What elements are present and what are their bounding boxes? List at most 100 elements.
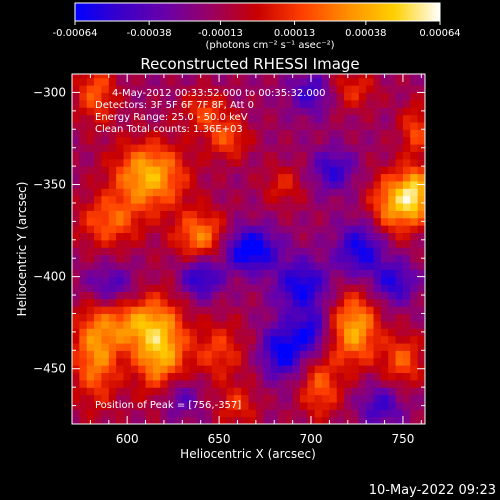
heatmap-cell: [116, 416, 125, 424]
heatmap-cell: [292, 306, 301, 315]
heatmap-cell: [123, 99, 132, 108]
heatmap-cell: [189, 74, 198, 79]
heatmap-cell: [358, 107, 367, 116]
heatmap-cell: [94, 357, 103, 366]
heatmap-cell: [322, 387, 330, 396]
heatmap-cell: [94, 180, 103, 189]
heatmap-cell: [108, 188, 117, 197]
heatmap-cell: [130, 387, 139, 396]
heatmap-cell: [351, 365, 360, 374]
heatmap-cell: [358, 365, 367, 374]
heatmap-cell: [248, 357, 257, 366]
heatmap-cell: [182, 306, 191, 315]
heatmap-cell: [307, 202, 316, 211]
heatmap-cell: [366, 85, 375, 94]
heatmap-cell: [204, 239, 213, 248]
heatmap-cell: [189, 99, 198, 108]
heatmap-cell: [395, 129, 404, 138]
heatmap-cell: [285, 144, 294, 152]
heatmap-cell: [373, 99, 382, 108]
heatmap-cell: [145, 365, 154, 374]
heatmap-cell: [395, 217, 404, 226]
heatmap-cell: [160, 335, 169, 344]
heatmap-cell: [152, 107, 161, 116]
heatmap-cell: [417, 284, 425, 292]
heatmap-cell: [263, 225, 272, 234]
heatmap-cell: [380, 107, 389, 116]
heatmap-cell: [248, 129, 257, 138]
heatmap-cell: [138, 394, 147, 403]
heatmap-cell: [285, 136, 294, 145]
heatmap-cell: [79, 254, 88, 263]
heatmap-cell: [380, 298, 389, 307]
heatmap-cell: [307, 357, 316, 366]
heatmap-cell: [255, 180, 264, 189]
heatmap-cell: [329, 372, 338, 381]
heatmap-cell: [395, 291, 404, 300]
heatmap-cell: [86, 85, 95, 94]
heatmap-cell: [86, 261, 95, 270]
annotation-block: 4-May-2012 00:33:52.000 to 00:35:32.000 …: [95, 88, 325, 135]
heatmap-cell: [366, 261, 375, 270]
heatmap-cell: [285, 166, 294, 175]
heatmap-cell: [285, 180, 294, 189]
heatmap-cell: [86, 306, 95, 315]
heatmap-cell: [226, 151, 235, 160]
heatmap-cell: [241, 114, 250, 123]
heatmap-cell: [211, 261, 220, 270]
heatmap-cell: [388, 320, 397, 329]
heatmap-cell: [94, 166, 103, 175]
heatmap-cell: [241, 372, 250, 381]
heatmap-cell: [167, 232, 176, 241]
colorbar-tick-label: -0.00038: [127, 28, 172, 39]
heatmap-cell: [255, 313, 264, 322]
heatmap-cell: [130, 291, 139, 300]
heatmap-cell: [292, 173, 301, 182]
heatmap-cell: [189, 416, 198, 424]
heatmap-cell: [344, 121, 353, 130]
heatmap-cell: [299, 394, 308, 403]
heatmap-cell: [314, 232, 323, 241]
heatmap-cell: [204, 129, 213, 138]
heatmap-cell: [255, 291, 264, 300]
heatmap-cell: [336, 291, 345, 300]
heatmap-cell: [94, 232, 103, 241]
heatmap-cell: [86, 173, 95, 182]
heatmap-cell: [255, 387, 264, 396]
heatmap-cell: [233, 144, 242, 152]
heatmap-cell: [358, 121, 367, 130]
heatmap-cell: [130, 379, 139, 388]
heatmap-cell: [307, 401, 316, 410]
heatmap-cell: [285, 416, 294, 424]
heatmap-cell: [322, 99, 330, 108]
heatmap-cell: [108, 269, 117, 278]
heatmap-cell: [388, 121, 397, 130]
heatmap-cell: [314, 114, 323, 123]
heatmap-cell: [72, 306, 80, 315]
heatmap-cell: [410, 188, 419, 197]
heatmap-cell: [417, 247, 425, 256]
heatmap-cell: [211, 225, 220, 234]
heatmap-cell: [152, 365, 161, 374]
heatmap-cell: [307, 188, 316, 197]
heatmap-cell: [395, 85, 404, 94]
heatmap-cell: [211, 239, 220, 248]
heatmap-cell: [380, 166, 389, 175]
heatmap-cell: [402, 180, 411, 189]
heatmap-cell: [329, 136, 338, 145]
heatmap-cell: [255, 239, 264, 248]
heatmap-cell: [307, 284, 316, 292]
heatmap-cell: [211, 180, 220, 189]
heatmap-cell: [292, 107, 301, 116]
heatmap-cell: [270, 379, 279, 388]
heatmap-cell: [116, 77, 125, 86]
heatmap-cell: [277, 107, 286, 116]
heatmap-cell: [322, 232, 330, 241]
heatmap-cell: [358, 350, 367, 359]
heatmap-cell: [123, 136, 132, 145]
heatmap-cell: [123, 114, 132, 123]
heatmap-cell: [373, 225, 382, 234]
heatmap-cell: [344, 77, 353, 86]
heatmap-cell: [145, 328, 154, 337]
heatmap-cell: [358, 401, 367, 410]
